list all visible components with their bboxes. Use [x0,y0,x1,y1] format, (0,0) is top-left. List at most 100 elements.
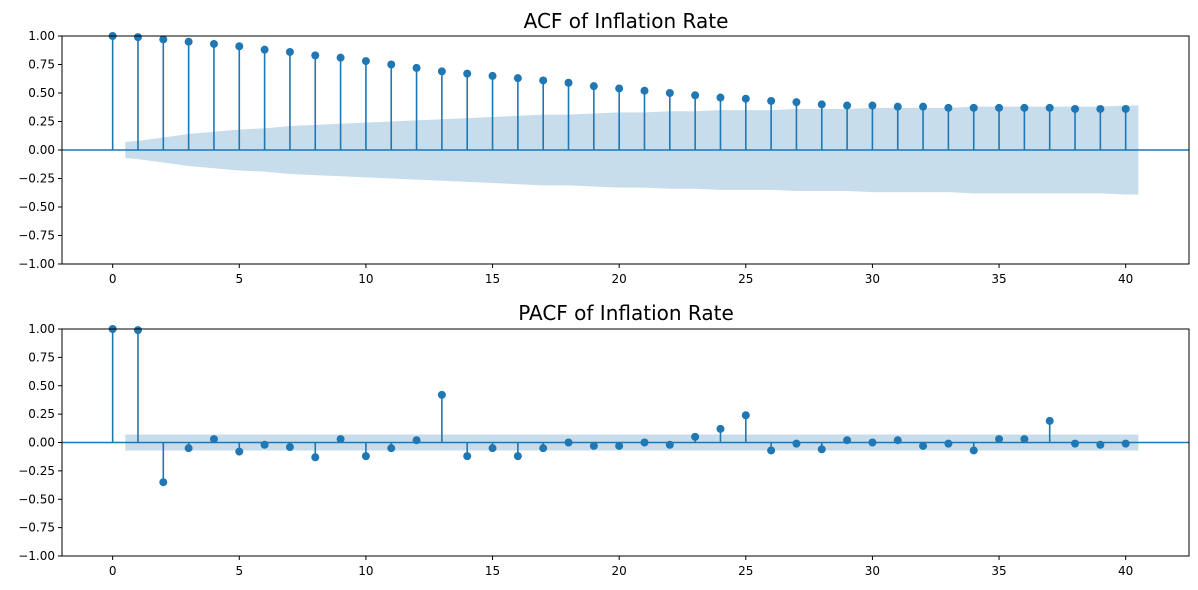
acf-x-tick-label: 25 [738,272,753,286]
acf-point-lag-4 [209,39,218,48]
pacf-point-lag-31 [893,436,902,445]
pacf-point-lag-16 [513,452,522,461]
pacf-point-lag-12 [412,436,421,445]
acf-point-lag-25 [741,94,750,103]
acf-x-tick-label: 30 [865,272,880,286]
acf-x-tick-label: 35 [991,272,1006,286]
acf-y-tick-label: 0.75 [28,58,55,72]
pacf-x-tick-label: 30 [865,564,880,578]
acf-point-lag-9 [336,53,345,62]
pacf-point-lag-38 [1071,439,1080,448]
acf-x-tick-label: 5 [235,272,243,286]
pacf-point-lag-23 [691,432,700,441]
acf-point-lag-24 [716,93,725,102]
pacf-point-lag-1 [133,326,142,335]
pacf-x-tick-label: 15 [485,564,500,578]
acf-y-tick-label: −0.50 [18,200,55,214]
pacf-point-lag-7 [285,443,294,452]
pacf-y-tick-label: 0.25 [28,407,55,421]
acf-point-lag-36 [1020,103,1029,112]
pacf-point-lag-21 [640,438,649,447]
pacf-x-axis: 0 5 10 15 20 25 30 35 40 [109,556,1133,578]
pacf-y-tick-label: 0.75 [28,350,55,364]
pacf-stems [108,325,1130,487]
acf-x-tick-label: 10 [358,272,373,286]
pacf-panel: PACF of Inflation Rate 0 5 10 15 20 25 30 35 40 … [18,301,1190,578]
acf-point-lag-21 [640,86,649,95]
acf-point-lag-5 [235,42,244,51]
pacf-y-tick-label: −0.75 [18,521,55,535]
acf-point-lag-12 [412,63,421,72]
pacf-point-lag-29 [843,436,852,445]
pacf-point-lag-24 [716,424,725,433]
pacf-x-tick-label: 20 [612,564,627,578]
acf-x-tick-label: 15 [485,272,500,286]
acf-point-lag-22 [665,89,674,97]
pacf-y-tick-label: −0.50 [18,492,55,506]
pacf-point-lag-9 [336,435,345,444]
acf-point-lag-30 [868,101,877,110]
pacf-point-lag-11 [387,444,396,453]
acf-y-tick-label: −0.25 [18,172,55,186]
pacf-point-lag-40 [1121,439,1130,448]
acf-point-lag-39 [1096,104,1105,113]
pacf-point-lag-36 [1020,435,1029,444]
pacf-y-axis: −1.00 −0.75 −0.50 −0.25 0.00 0.25 0.50 0.75 1.00 [18,322,62,563]
acf-y-tick-label: 0.00 [28,143,55,157]
acf-point-lag-10 [361,57,370,66]
pacf-point-lag-17 [539,444,548,453]
acf-point-lag-2 [159,35,168,44]
acf-y-tick-label: −1.00 [18,257,55,271]
acf-point-lag-32 [919,102,928,111]
acf-point-lag-26 [767,96,776,105]
acf-y-tick-label: 0.50 [28,86,55,100]
acf-point-lag-14 [463,69,472,78]
acf-point-lag-28 [817,100,826,109]
acf-point-lag-18 [564,78,573,87]
pacf-y-tick-label: 0.00 [28,436,55,450]
pacf-point-lag-8 [311,453,320,462]
acf-point-lag-16 [513,74,522,83]
acf-point-lag-23 [691,91,700,100]
pacf-x-tick-label: 5 [235,564,243,578]
pacf-point-lag-5 [235,447,244,456]
pacf-point-lag-39 [1096,440,1105,449]
pacf-y-tick-label: −1.00 [18,549,55,563]
pacf-point-lag-35 [995,435,1004,444]
pacf-point-lag-13 [437,390,446,399]
acf-point-lag-8 [311,51,320,60]
pacf-point-lag-15 [488,444,497,453]
acf-point-lag-1 [133,33,142,42]
acf-x-axis: 0 5 10 15 20 25 30 35 40 [109,264,1133,286]
acf-point-lag-31 [893,102,902,111]
acf-point-lag-17 [539,76,548,85]
pacf-point-lag-2 [159,478,168,487]
acf-point-lag-13 [437,67,446,76]
acf-x-tick-label: 40 [1118,272,1133,286]
pacf-point-lag-37 [1045,416,1054,425]
acf-point-lag-11 [387,60,396,69]
acf-point-lag-33 [944,103,953,112]
acf-point-lag-6 [260,45,269,54]
pacf-point-lag-22 [665,440,674,449]
acf-stems [108,32,1130,150]
acf-y-axis: −1.00 −0.75 −0.50 −0.25 0.00 0.25 0.50 0.75 1.00 [18,29,62,271]
pacf-point-lag-19 [589,441,598,450]
pacf-point-lag-28 [817,445,826,454]
pacf-point-lag-4 [209,435,218,444]
acf-point-lag-34 [969,103,978,112]
pacf-x-tick-label: 10 [358,564,373,578]
acf-point-lag-19 [589,82,598,91]
acf-point-lag-3 [184,37,193,46]
acf-point-lag-29 [843,101,852,110]
pacf-point-lag-3 [184,444,193,453]
acf-point-lag-37 [1045,103,1054,112]
pacf-x-tick-label: 35 [991,564,1006,578]
pacf-point-lag-34 [969,446,978,455]
acf-x-tick-label: 20 [612,272,627,286]
acf-y-tick-label: 0.25 [28,115,55,129]
acf-title: ACF of Inflation Rate [524,9,729,33]
pacf-x-tick-label: 0 [109,564,117,578]
acf-point-lag-20 [615,84,624,93]
